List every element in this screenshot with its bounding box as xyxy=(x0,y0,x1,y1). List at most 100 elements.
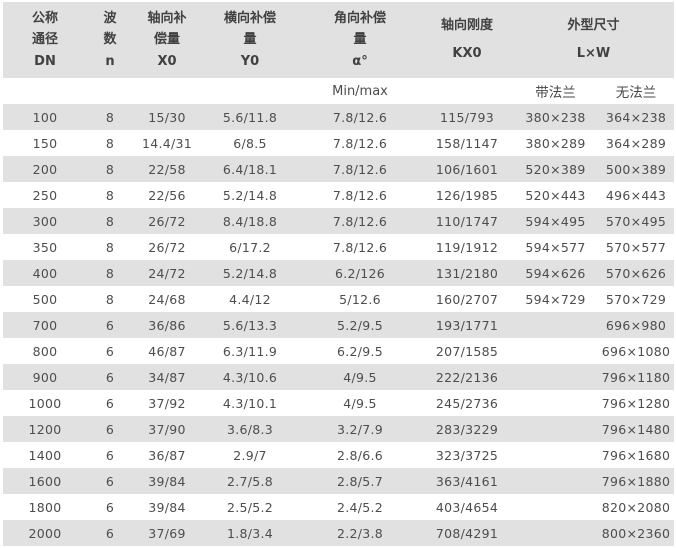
table-cell: 6 xyxy=(87,390,133,416)
table-cell: 6/17.2 xyxy=(201,234,299,260)
table-cell: 37/69 xyxy=(133,520,201,546)
table-cell: 4.3/10.6 xyxy=(201,364,299,390)
table-cell xyxy=(513,442,598,468)
table-header-row: 公称 通径 DN 波 数 n 轴向补 偿量 X0 xyxy=(3,2,675,78)
table-cell: 796×1480 xyxy=(598,416,675,442)
table-cell: 403/4654 xyxy=(421,494,513,520)
table-cell: 15/30 xyxy=(133,104,201,130)
table-cell: 150 xyxy=(3,130,87,156)
table-row: 250 8 22/56 5.2/14.8 7.8/12.6 126/1985 520×443… xyxy=(3,182,675,208)
table-cell: 7.8/12.6 xyxy=(299,234,421,260)
table-cell: 364×238 xyxy=(598,104,675,130)
table-cell: 1800 xyxy=(3,494,87,520)
table-cell: 6.4/18.1 xyxy=(201,156,299,182)
subheader-empty-kx0 xyxy=(421,78,513,104)
table-cell: 1.8/3.4 xyxy=(201,520,299,546)
table-body: 100 8 15/30 5.6/11.8 7.8/12.6 115/793 380×238 3… xyxy=(3,104,675,546)
table-cell xyxy=(513,312,598,338)
table-cell: 7.8/12.6 xyxy=(299,208,421,234)
header-axial-stiffness-line2: KX0 xyxy=(452,46,482,61)
table-cell: 7.8/12.6 xyxy=(299,182,421,208)
table-row: 300 8 26/72 8.4/18.8 7.8/12.6 110/1747 594×495… xyxy=(3,208,675,234)
table-cell: 24/68 xyxy=(133,286,201,312)
header-outline-dimensions-line1: 外型尺寸 xyxy=(567,18,620,33)
table-cell: 1400 xyxy=(3,442,87,468)
table-cell: 400 xyxy=(3,260,87,286)
table-cell: 8 xyxy=(87,260,133,286)
table-row: 700 6 36/86 5.6/13.3 5.2/9.5 193/1771 696×980 xyxy=(3,312,675,338)
table-cell: 6 xyxy=(87,364,133,390)
table-cell: 2.7/5.8 xyxy=(201,468,299,494)
table-cell: 696×980 xyxy=(598,312,675,338)
table-cell: 696×1080 xyxy=(598,338,675,364)
table-cell: 4.3/10.1 xyxy=(201,390,299,416)
table-cell: 245/2736 xyxy=(421,390,513,416)
table-cell: 364×289 xyxy=(598,130,675,156)
header-nominal-diameter: 公称 通径 DN xyxy=(3,2,87,78)
table-row: 100 8 15/30 5.6/11.8 7.8/12.6 115/793 380×238 3… xyxy=(3,104,675,130)
table-cell: 7.8/12.6 xyxy=(299,130,421,156)
table-cell: 520×443 xyxy=(513,182,598,208)
table-cell: 5.2/14.8 xyxy=(201,182,299,208)
table-cell xyxy=(513,520,598,546)
table-cell: 6 xyxy=(87,520,133,546)
table-row: 1000 6 37/92 4.3/10.1 4/9.5 245/2736 796×1280 xyxy=(3,390,675,416)
spec-table: 公称 通径 DN 波 数 n 轴向补 偿量 X0 xyxy=(3,2,675,546)
table-cell: 5.2/14.8 xyxy=(201,260,299,286)
table-cell: 6.2/9.5 xyxy=(299,338,421,364)
table-cell: 2.2/3.8 xyxy=(299,520,421,546)
header-outline-dimensions: 外型尺寸 L×W xyxy=(513,2,675,78)
header-nominal-diameter-line1: 公称 xyxy=(31,10,58,26)
table-cell xyxy=(513,390,598,416)
table-cell: 800×2360 xyxy=(598,520,675,546)
table-cell: 126/1985 xyxy=(421,182,513,208)
header-wave-number-line2: 数 xyxy=(103,32,117,48)
header-angular-compensation-line1: 角向补偿 xyxy=(333,10,386,26)
table-cell: 8 xyxy=(87,130,133,156)
header-lateral-compensation-line2: 量 xyxy=(243,32,257,48)
table-cell: 594×729 xyxy=(513,286,598,312)
header-wave-number-line1: 波 xyxy=(103,10,117,26)
table-row: 1600 6 39/84 2.7/5.8 2.8/5.7 363/4161 796×1880 xyxy=(3,468,675,494)
table-cell: 380×238 xyxy=(513,104,598,130)
table-cell: 36/87 xyxy=(133,442,201,468)
table-cell: 6 xyxy=(87,312,133,338)
table-cell: 222/2136 xyxy=(421,364,513,390)
table-cell: 39/84 xyxy=(133,494,201,520)
table-cell: 6.2/126 xyxy=(299,260,421,286)
table-cell: 24/72 xyxy=(133,260,201,286)
table-cell: 796×1180 xyxy=(598,364,675,390)
header-angular-compensation: 角向补偿 量 α° xyxy=(299,2,421,78)
table-cell: 2.9/7 xyxy=(201,442,299,468)
table-cell: 5.6/11.8 xyxy=(201,104,299,130)
table-cell: 5/12.6 xyxy=(299,286,421,312)
table-cell: 14.4/31 xyxy=(133,130,201,156)
subheader-empty-y0 xyxy=(201,78,299,104)
table-cell: 250 xyxy=(3,182,87,208)
table-cell: 4.4/12 xyxy=(201,286,299,312)
table-cell: 36/86 xyxy=(133,312,201,338)
table-cell: 570×495 xyxy=(598,208,675,234)
header-axial-stiffness: 轴向刚度 KX0 xyxy=(421,2,513,78)
table-cell: 106/1601 xyxy=(421,156,513,182)
table-cell: 8 xyxy=(87,104,133,130)
table-row: 350 8 26/72 6/17.2 7.8/12.6 119/1912 594×577 57… xyxy=(3,234,675,260)
table-cell: 1600 xyxy=(3,468,87,494)
header-axial-stiffness-line1: 轴向刚度 xyxy=(440,18,493,33)
table-cell: 7.8/12.6 xyxy=(299,104,421,130)
table-cell: 6 xyxy=(87,468,133,494)
table-cell: 3.2/7.9 xyxy=(299,416,421,442)
table-cell: 570×577 xyxy=(598,234,675,260)
table-cell: 7.8/12.6 xyxy=(299,156,421,182)
table-cell: 4/9.5 xyxy=(299,364,421,390)
table-cell: 8 xyxy=(87,156,133,182)
table-row: 2000 6 37/69 1.8/3.4 2.2/3.8 708/4291 800×2360 xyxy=(3,520,675,546)
subheader-min-max: Min/max xyxy=(299,78,421,104)
table-cell: 207/1585 xyxy=(421,338,513,364)
subheader-empty-dn xyxy=(3,78,87,104)
table-cell: 800 xyxy=(3,338,87,364)
table-cell: 380×289 xyxy=(513,130,598,156)
table-cell: 594×626 xyxy=(513,260,598,286)
table-cell: 46/87 xyxy=(133,338,201,364)
header-angular-compensation-line2: 量 xyxy=(353,32,367,48)
